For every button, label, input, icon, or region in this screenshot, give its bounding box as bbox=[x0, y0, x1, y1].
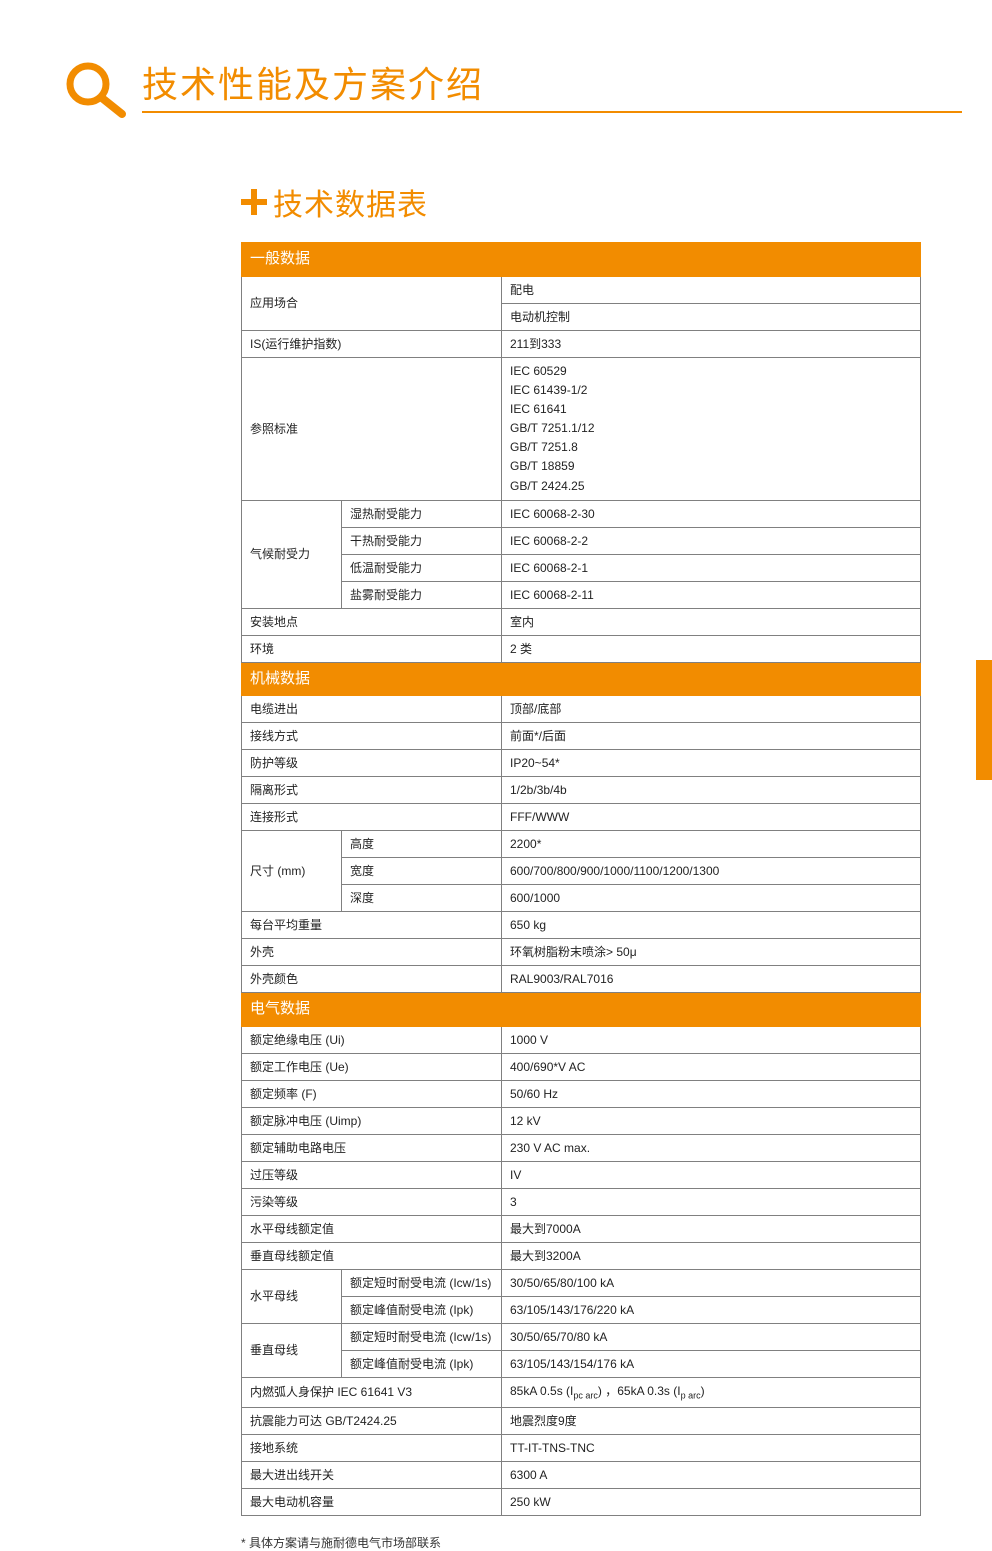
table-row: 环境2 类 bbox=[242, 635, 921, 662]
table-row: 额定辅助电路电压230 V AC max. bbox=[242, 1134, 921, 1161]
table-row: 气候耐受力湿热耐受能力IEC 60068-2-30 bbox=[242, 500, 921, 527]
search-icon bbox=[60, 58, 130, 118]
table-row: 连接形式FFF/WWW bbox=[242, 804, 921, 831]
footnote: * 具体方案请与施耐德电气市场部联系 bbox=[241, 1534, 992, 1551]
plus-icon bbox=[241, 189, 267, 215]
table-row: 额定频率 (F)50/60 Hz bbox=[242, 1080, 921, 1107]
table-row: 每台平均重量650 kg bbox=[242, 912, 921, 939]
table-row: 电缆进出顶部/底部 bbox=[242, 696, 921, 723]
table-row: 宽度600/700/800/900/1000/1100/1200/1300 bbox=[242, 858, 921, 885]
table-row: 低温耐受能力IEC 60068-2-1 bbox=[242, 554, 921, 581]
table-row: 水平母线额定值最大到7000A bbox=[242, 1215, 921, 1242]
table-row: 干热耐受能力IEC 60068-2-2 bbox=[242, 527, 921, 554]
table-row: 垂直母线额定值最大到3200A bbox=[242, 1242, 921, 1269]
table-row: 额定峰值耐受电流 (Ipk)63/105/143/176/220 kA bbox=[242, 1296, 921, 1323]
table-row: 接地系统TT-IT-TNS-TNC bbox=[242, 1434, 921, 1461]
section-header-elec: 电气数据 bbox=[242, 993, 921, 1027]
table-row: 垂直母线额定短时耐受电流 (Icw/1s)30/50/65/70/80 kA bbox=[242, 1323, 921, 1350]
table-row: 盐雾耐受能力IEC 60068-2-11 bbox=[242, 581, 921, 608]
table-row: 接线方式前面*/后面 bbox=[242, 723, 921, 750]
table-row: 尺寸 (mm)高度2200* bbox=[242, 831, 921, 858]
table-row: 应用场合配电 bbox=[242, 276, 921, 303]
table-row: 外壳颜色RAL9003/RAL7016 bbox=[242, 966, 921, 993]
spec-table: 一般数据 应用场合配电 电动机控制 IS(运行维护指数)211到333 参照标准… bbox=[241, 242, 921, 1516]
table-row: 安装地点室内 bbox=[242, 608, 921, 635]
table-row: 最大进出线开关6300 A bbox=[242, 1461, 921, 1488]
table-row: 深度600/1000 bbox=[242, 885, 921, 912]
table-row: 水平母线额定短时耐受电流 (Icw/1s)30/50/65/80/100 kA bbox=[242, 1269, 921, 1296]
title-rule bbox=[142, 111, 962, 113]
table-row: IS(运行维护指数)211到333 bbox=[242, 330, 921, 357]
table-row: 抗震能力可达 GB/T2424.25地震烈度9度 bbox=[242, 1407, 921, 1434]
table-row: 隔离形式1/2b/3b/4b bbox=[242, 777, 921, 804]
section-header-mech: 机械数据 bbox=[242, 662, 921, 696]
table-row: 额定峰值耐受电流 (Ipk)63/105/143/154/176 kA bbox=[242, 1350, 921, 1377]
table-row: 最大电动机容量250 kW bbox=[242, 1488, 921, 1515]
side-tab bbox=[976, 660, 992, 780]
table-row: 额定绝缘电压 (Ui)1000 V bbox=[242, 1026, 921, 1053]
page-header: 技术性能及方案介绍 bbox=[0, 0, 992, 118]
table-row: 外壳环氧树脂粉末喷涂> 50μ bbox=[242, 939, 921, 966]
page-title: 技术性能及方案介绍 bbox=[142, 63, 992, 106]
table-row: 参照标准IEC 60529 IEC 61439-1/2 IEC 61641 GB… bbox=[242, 357, 921, 500]
table-row: 防护等级IP20~54* bbox=[242, 750, 921, 777]
table-row: 额定工作电压 (Ue)400/690*V AC bbox=[242, 1053, 921, 1080]
table-row: 污染等级3 bbox=[242, 1188, 921, 1215]
sub-header: 技术数据表 bbox=[241, 180, 992, 224]
table-row: 额定脉冲电压 (Uimp)12 kV bbox=[242, 1107, 921, 1134]
section-header-general: 一般数据 bbox=[242, 243, 921, 277]
table-row: 过压等级IV bbox=[242, 1161, 921, 1188]
sub-title: 技术数据表 bbox=[273, 180, 428, 224]
